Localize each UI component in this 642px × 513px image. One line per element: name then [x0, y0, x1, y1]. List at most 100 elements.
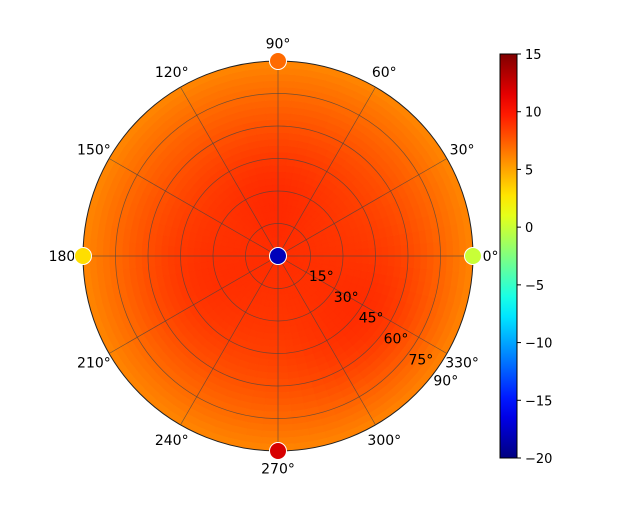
angle-labels: 0° 30° 60° 90° 120° 150° 180° 210° 240° 270° 300° 3…	[49, 36, 499, 477]
heatmap-cell	[270, 177, 279, 186]
angle-tick-label: 210°	[77, 355, 111, 371]
heatmap-cell	[433, 255, 441, 271]
heatmap-cell	[219, 245, 228, 252]
angle-tick-label: 120°	[155, 65, 189, 81]
heatmap-cell	[341, 261, 350, 269]
heatmap-cell	[102, 255, 110, 272]
heatmap-cell	[173, 246, 182, 257]
heatmap-cell	[268, 151, 279, 160]
heatmap-cell	[446, 240, 454, 257]
heatmap-cell	[426, 242, 435, 257]
heatmap-cell	[261, 73, 279, 82]
heatmap-cell	[266, 378, 279, 387]
heatmap-cell	[277, 359, 288, 367]
heatmap-cell	[368, 247, 376, 257]
heatmap-cell	[394, 244, 402, 257]
heatmap-cell	[277, 352, 288, 361]
angle-tick-label: 30°	[450, 143, 475, 159]
data-point-marker	[464, 247, 482, 265]
heatmap-cell	[368, 255, 376, 265]
heatmap-cell	[266, 125, 279, 134]
heatmap-cell	[264, 99, 279, 108]
heatmap-cell	[261, 430, 279, 439]
colorbar-bar	[499, 53, 518, 459]
heatmap-cell	[277, 385, 291, 393]
heatmap-cell	[277, 158, 287, 166]
heatmap-cell	[277, 223, 282, 231]
heatmap-cell	[225, 251, 233, 257]
heatmap-cell	[268, 145, 279, 153]
heatmap-cell	[277, 203, 283, 211]
heatmap-cell	[265, 391, 279, 400]
heatmap-cell	[128, 242, 136, 257]
heatmap-cell	[283, 184, 291, 193]
heatmap-cell	[265, 319, 273, 328]
heatmap-cell	[323, 255, 331, 261]
heatmap-cell	[420, 242, 428, 257]
heatmap-cell	[381, 246, 389, 257]
heatmap-cell	[328, 260, 337, 267]
heatmap-cell	[273, 294, 279, 302]
heatmap-cell	[452, 255, 461, 273]
heatmap-cell	[269, 339, 279, 348]
heatmap-cell	[121, 255, 130, 270]
heatmap-cell	[264, 404, 279, 413]
heatmap-cell	[154, 255, 162, 268]
heatmap-cell	[134, 255, 143, 269]
angle-tick-label: 60°	[372, 65, 397, 81]
heatmap-cell	[199, 248, 208, 257]
heatmap-cell	[180, 255, 188, 265]
heatmap-cell	[262, 417, 279, 426]
heatmap-cell	[272, 307, 279, 315]
data-point-marker	[74, 247, 92, 265]
heatmap-cell	[270, 326, 279, 335]
heatmap-cell	[277, 177, 286, 186]
heatmap-cell	[263, 411, 279, 419]
heatmap-cell	[262, 86, 279, 95]
heatmap-cell	[277, 404, 292, 413]
heatmap-cell	[277, 411, 293, 419]
heatmap-cell	[277, 119, 291, 127]
heatmap-cell	[355, 248, 363, 257]
colorbar-tick-label: 10	[525, 106, 542, 121]
heatmap-cell	[212, 250, 221, 257]
heatmap-cell	[277, 93, 293, 101]
heatmap-cell	[173, 255, 182, 266]
heatmap-cell	[266, 132, 279, 140]
heatmap-cell	[277, 125, 290, 134]
heatmap-cell	[381, 255, 389, 266]
heatmap-cell	[400, 244, 409, 257]
heatmap-cell	[426, 255, 435, 270]
data-point-marker	[269, 442, 287, 460]
heatmap-cell	[273, 301, 279, 309]
heatmap-cell	[212, 255, 221, 262]
polar-grid	[82, 60, 474, 452]
heatmap-cell	[407, 255, 415, 269]
heatmap-cell	[303, 255, 311, 260]
colorbar-tick-label: −15	[525, 394, 552, 409]
heatmap-cell	[277, 190, 284, 199]
angle-tick-label: 240°	[155, 433, 189, 449]
heatmap-cell	[263, 93, 279, 101]
heatmap-cell	[400, 255, 409, 268]
radial-tick-label: 15°	[309, 269, 334, 285]
heatmap-cell	[180, 247, 188, 257]
angular-grid-line	[277, 86, 376, 257]
angle-tick-label: 330°	[445, 355, 479, 371]
angular-grid-line	[180, 255, 279, 426]
heatmap-cell	[274, 288, 279, 296]
heatmap-cell	[141, 243, 149, 257]
radial-tick-label: 90°	[433, 373, 458, 389]
colorbar: 15 10 5 0 −5 −10 −15 −20	[499, 48, 552, 467]
heatmap-cell	[277, 86, 294, 95]
heatmap-cell	[282, 197, 289, 206]
heatmap-cell	[413, 243, 422, 257]
heatmap-cell	[374, 246, 383, 257]
heatmap-cell	[277, 326, 286, 335]
heatmap-cell	[277, 391, 291, 400]
heatmap-cell	[147, 255, 156, 268]
heatmap-field	[83, 61, 473, 451]
heatmap-cell	[199, 255, 208, 264]
heatmap-cell	[452, 239, 461, 257]
